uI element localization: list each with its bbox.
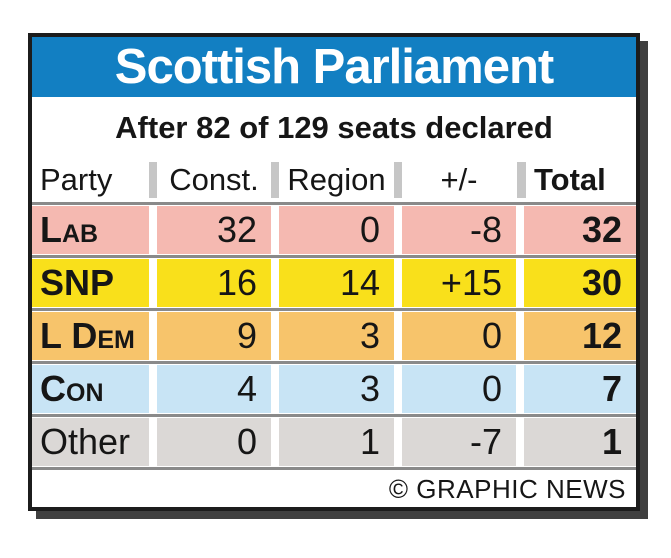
const-value: 16 bbox=[157, 259, 271, 307]
credit-text: © GRAPHIC NEWS bbox=[388, 473, 626, 504]
table-row-lab: Lab 32 0 -8 32 bbox=[32, 206, 636, 254]
party-label: L Dem bbox=[32, 312, 149, 360]
const-value: 32 bbox=[157, 206, 271, 254]
change-value: -8 bbox=[402, 206, 516, 254]
table-body: Lab 32 0 -8 32 SNP 16 14 +15 30 L Dem 9 3 0 12 Con 4 3 0 7 O… bbox=[32, 201, 636, 471]
const-value: 9 bbox=[157, 312, 271, 360]
column-separator bbox=[394, 162, 402, 198]
region-value: 3 bbox=[279, 365, 394, 413]
party-label: SNP bbox=[32, 259, 149, 307]
party-label: Other bbox=[32, 418, 149, 466]
column-header-row: Party Const. Region +/- Total bbox=[32, 159, 636, 201]
const-value: 0 bbox=[157, 418, 271, 466]
const-value: 4 bbox=[157, 365, 271, 413]
total-value: 12 bbox=[524, 312, 636, 360]
separator-line bbox=[32, 202, 636, 205]
change-value: -7 bbox=[402, 418, 516, 466]
subtitle: After 82 of 129 seats declared bbox=[32, 97, 636, 159]
row-separator bbox=[32, 360, 636, 365]
change-value: 0 bbox=[402, 365, 516, 413]
column-header-change: +/- bbox=[440, 162, 478, 197]
column-header-region: Region bbox=[287, 162, 386, 197]
column-separator bbox=[149, 162, 157, 198]
separator-line bbox=[32, 255, 636, 258]
table-row-other: Other 0 1 -7 1 bbox=[32, 418, 636, 466]
column-header-const: Const. bbox=[169, 162, 259, 197]
page-title: Scottish Parliament bbox=[114, 40, 554, 94]
party-label: Lab bbox=[32, 206, 149, 254]
row-separator bbox=[32, 201, 636, 206]
separator-line bbox=[32, 361, 636, 364]
title-bar: Scottish Parliament bbox=[32, 37, 636, 97]
party-label: Con bbox=[32, 365, 149, 413]
total-value: 32 bbox=[524, 206, 636, 254]
total-value: 30 bbox=[524, 259, 636, 307]
separator-line bbox=[32, 414, 636, 417]
region-value: 1 bbox=[279, 418, 394, 466]
row-separator bbox=[32, 413, 636, 418]
region-value: 3 bbox=[279, 312, 394, 360]
column-separator bbox=[517, 162, 526, 198]
total-value: 1 bbox=[524, 418, 636, 466]
separator-line bbox=[32, 308, 636, 311]
row-separator bbox=[32, 307, 636, 312]
row-separator bbox=[32, 254, 636, 259]
row-separator bbox=[32, 466, 636, 471]
change-value: +15 bbox=[402, 259, 516, 307]
footer-bar: © GRAPHIC NEWS bbox=[32, 471, 636, 507]
change-value: 0 bbox=[402, 312, 516, 360]
table-row-con: Con 4 3 0 7 bbox=[32, 365, 636, 413]
total-value: 7 bbox=[524, 365, 636, 413]
infographic-panel: Scottish Parliament After 82 of 129 seat… bbox=[28, 33, 640, 511]
table-row-l-dem: L Dem 9 3 0 12 bbox=[32, 312, 636, 360]
column-header-party: Party bbox=[40, 162, 113, 197]
region-value: 14 bbox=[279, 259, 394, 307]
table-row-snp: SNP 16 14 +15 30 bbox=[32, 259, 636, 307]
separator-line bbox=[32, 467, 636, 470]
column-separator bbox=[271, 162, 279, 198]
region-value: 0 bbox=[279, 206, 394, 254]
column-header-total: Total bbox=[534, 162, 606, 197]
